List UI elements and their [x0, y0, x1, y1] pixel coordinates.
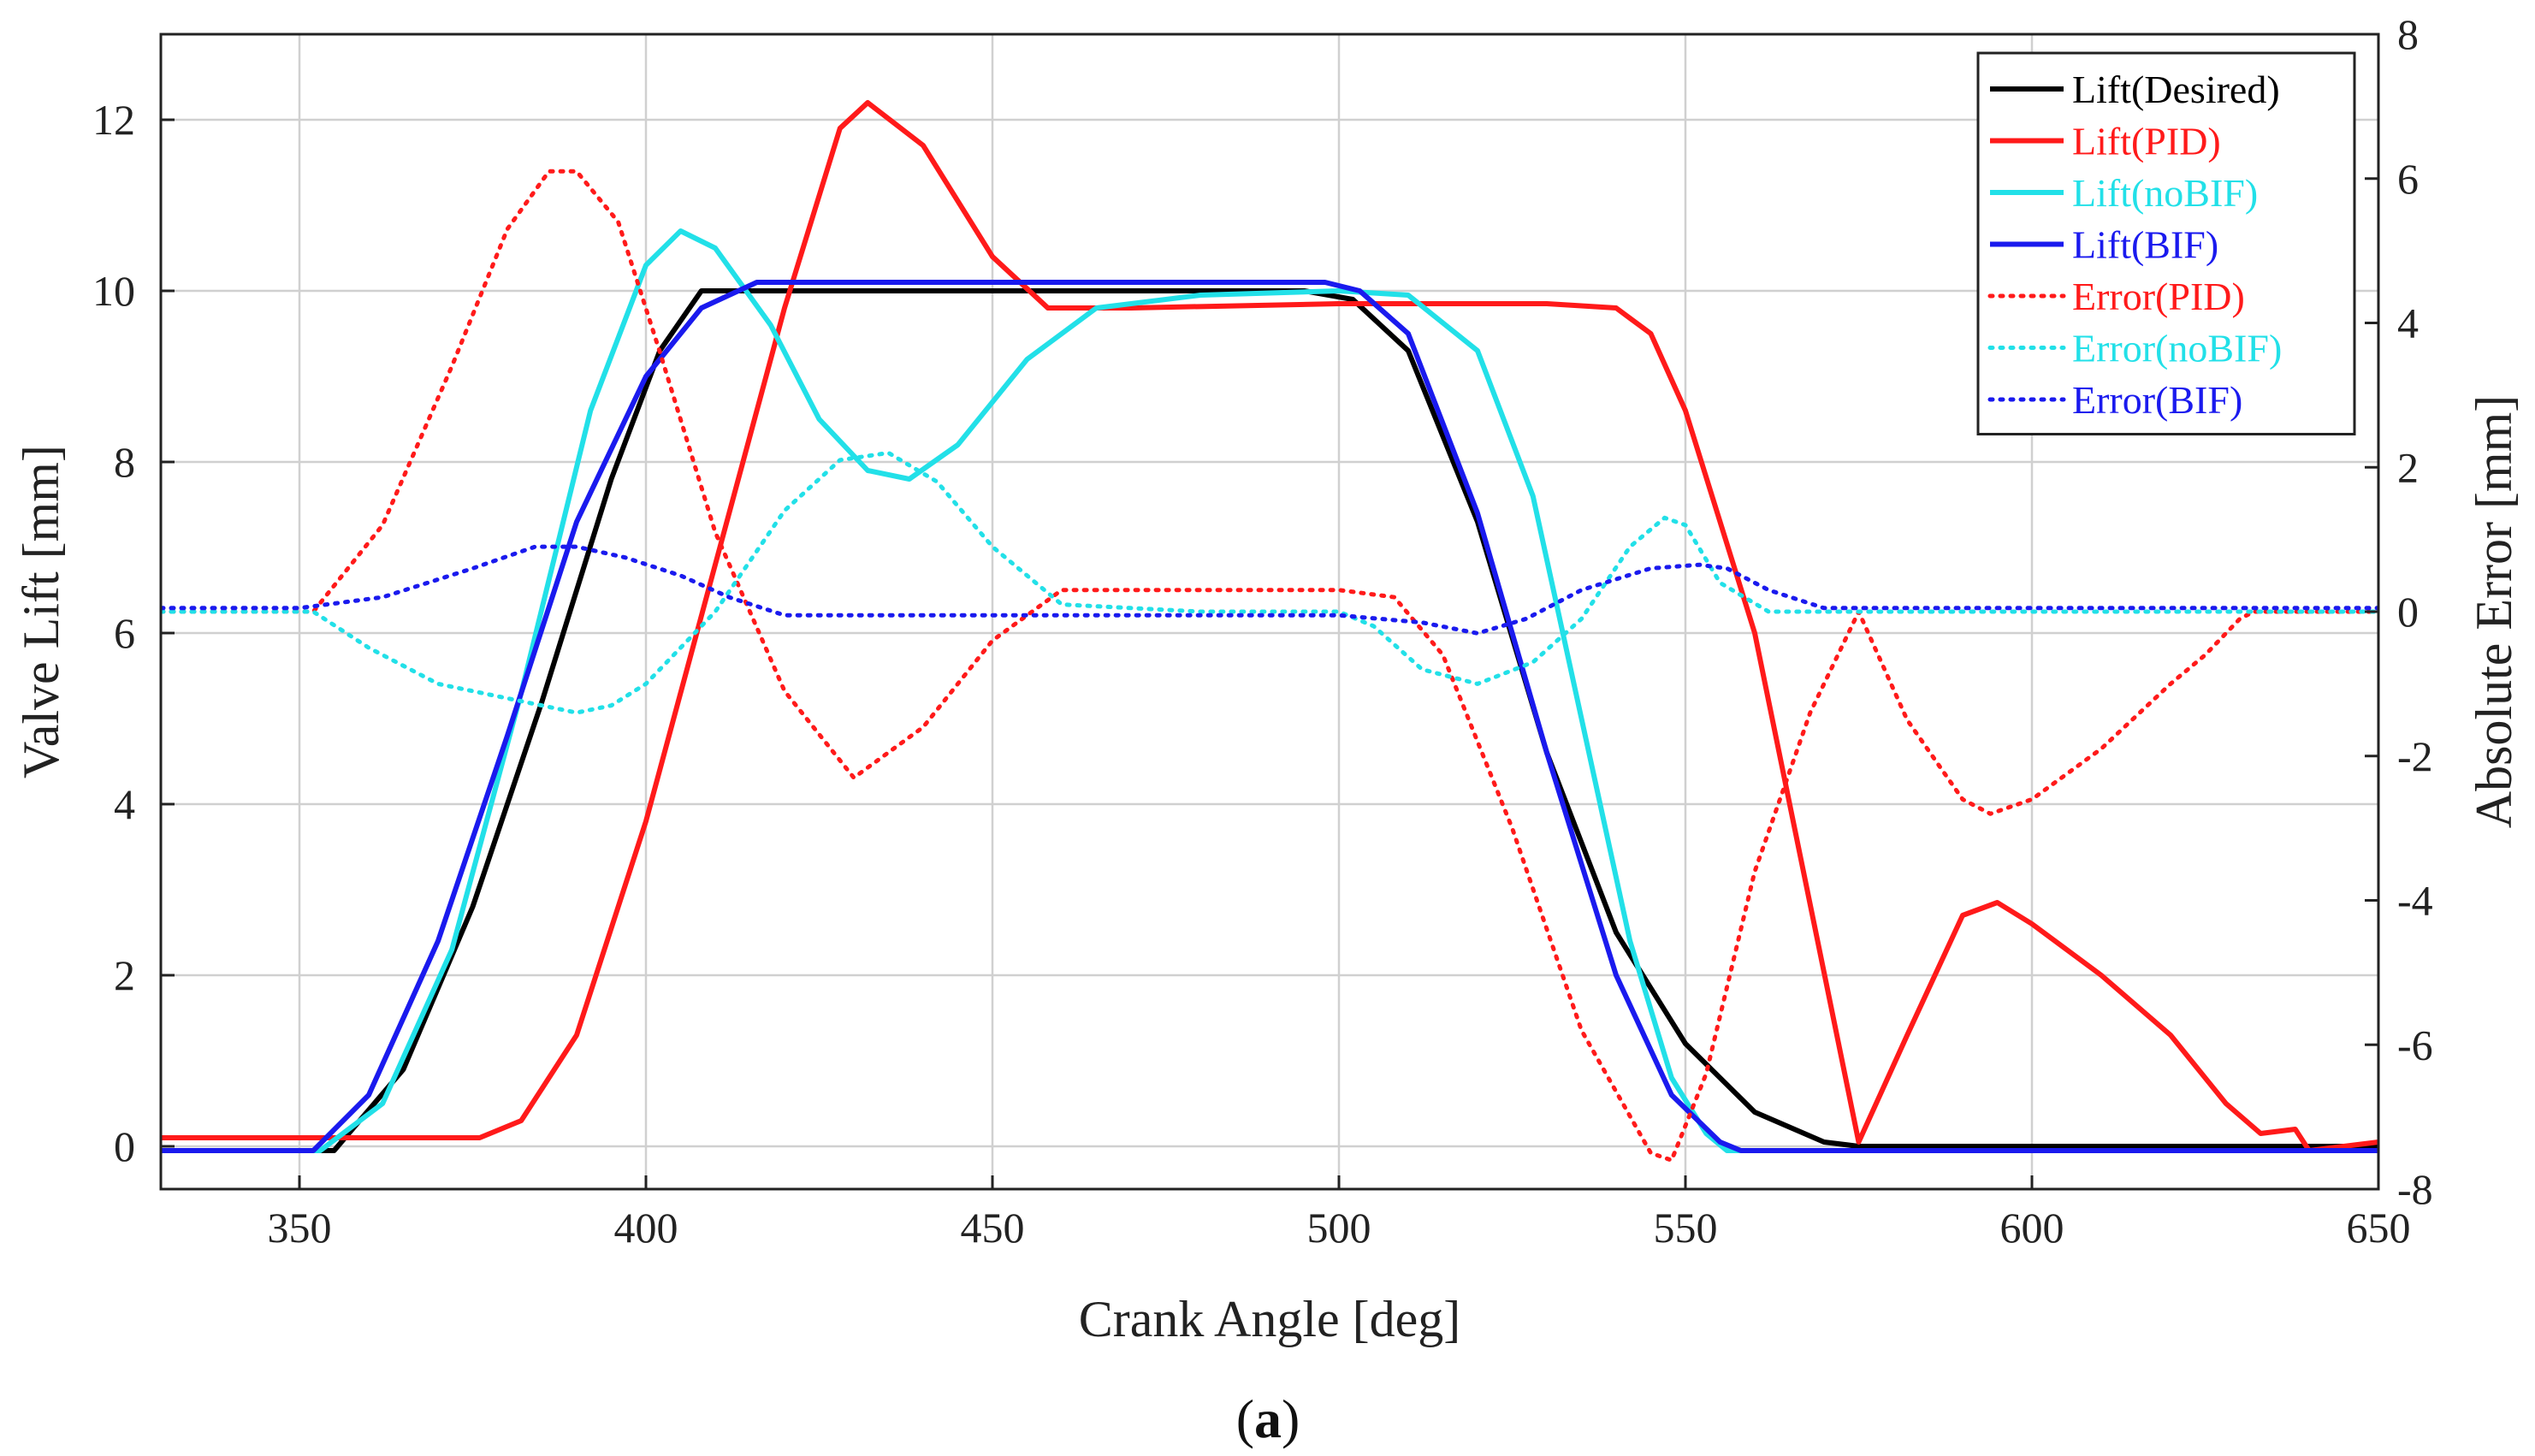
y-tick-label: 4: [114, 780, 135, 828]
legend-label: Error(noBIF): [2072, 327, 2282, 370]
y2-tick-label: 4: [2397, 299, 2419, 347]
y2-tick-label: 0: [2397, 588, 2419, 636]
y-tick-label: 0: [114, 1122, 135, 1170]
y-tick-label: 12: [92, 96, 135, 144]
x-tick-label: 500: [1307, 1204, 1371, 1252]
legend-label: Lift(PID): [2072, 120, 2221, 163]
caption-open-paren: (: [1236, 1388, 1254, 1449]
legend-label: Error(BIF): [2072, 378, 2242, 422]
legend-label: Lift(noBIF): [2072, 171, 2258, 215]
series-error-bif: [161, 544, 2378, 636]
y-tick-label: 6: [114, 609, 135, 657]
legend-label: Error(PID): [2072, 275, 2245, 318]
series-error-nobif: [161, 450, 2378, 715]
y2-tick-label: 6: [2397, 155, 2419, 203]
x-tick-label: 600: [2000, 1204, 2064, 1252]
x-tick-label: 650: [2347, 1204, 2411, 1252]
series-error-pid: [161, 169, 2378, 1163]
legend-label: Lift(Desired): [2072, 68, 2280, 111]
ticks: 350 400 450 500 550 600 650 0 2 4 6 8 10 12 -8 -6 -4 -2 0 2…: [92, 10, 2433, 1252]
x-tick-label: 550: [1654, 1204, 1718, 1252]
x-tick-label: 400: [614, 1204, 678, 1252]
y2-tick-label: 8: [2397, 10, 2419, 58]
caption-letter: a: [1254, 1388, 1282, 1449]
y2-tick-label: -6: [2397, 1021, 2433, 1068]
legend-label: Lift(BIF): [2072, 223, 2218, 267]
series-lift-nobif: [161, 228, 2378, 1153]
legend: Lift(Desired) Lift(PID) Lift(noBIF) Lift(BI…: [1976, 51, 2356, 435]
x-tick-label: 350: [268, 1204, 332, 1252]
y2-tick-label: 2: [2397, 443, 2419, 491]
y-tick-label: 8: [114, 438, 135, 486]
y2-tick-label: -2: [2397, 732, 2433, 780]
series-lift-bif: [161, 280, 2378, 1153]
y-tick-label: 2: [114, 951, 135, 999]
x-tick-label: 450: [961, 1204, 1025, 1252]
y-tick-label: 10: [92, 267, 135, 315]
figure-caption: (a): [1236, 1388, 1300, 1449]
y2-tick-label: -4: [2397, 877, 2433, 925]
y2-tick-label: -8: [2397, 1165, 2433, 1213]
y2-axis-title: Absolute Error [mm]: [2466, 395, 2522, 829]
series-lift-pid: [161, 100, 2378, 1153]
series-lift-desired: [161, 288, 2378, 1153]
plot-area: [161, 100, 2378, 1163]
caption-close-paren: ): [1282, 1388, 1300, 1449]
x-axis-title: Crank Angle [deg]: [1079, 1291, 1461, 1347]
y-axis-title: Valve Lift [mm]: [13, 445, 69, 778]
